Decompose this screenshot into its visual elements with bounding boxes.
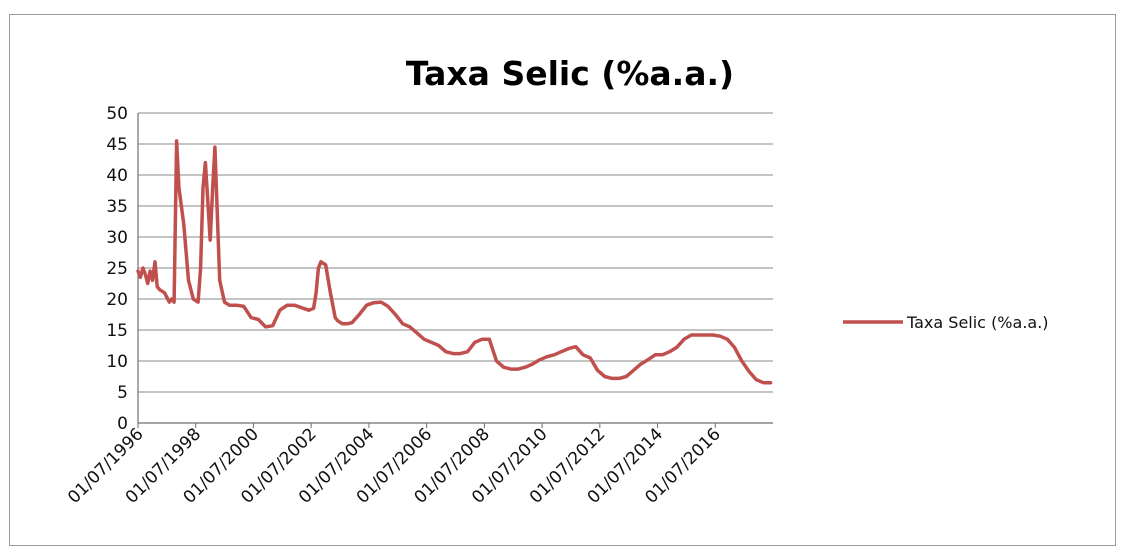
legend: Taxa Selic (%a.a.)	[843, 313, 1049, 332]
y-tick-label: 15	[106, 321, 128, 341]
series-lines	[136, 139, 773, 385]
x-axis-tick-labels: 01/07/199601/07/199801/07/200001/07/2002…	[64, 424, 725, 507]
y-tick-label: 25	[106, 259, 128, 279]
gridlines	[138, 112, 773, 393]
legend-label: Taxa Selic (%a.a.)	[906, 313, 1049, 332]
y-tick-label: 30	[106, 228, 128, 248]
y-tick-label: 20	[106, 290, 128, 310]
y-axis-tick-labels: 0 5 10 15 20 25 30 35 40 45 50	[106, 104, 128, 434]
x-axis	[137, 113, 773, 428]
y-tick-label: 50	[106, 104, 128, 124]
chart-frame: Taxa Selic (%a.a.) 0 5 10 15 20 25 30 35 40 45 50 …	[9, 14, 1116, 546]
chart-title: Taxa Selic (%a.a.)	[406, 54, 734, 93]
y-tick-label: 10	[106, 352, 128, 372]
chart-svg: Taxa Selic (%a.a.) 05101520253035404550 …	[64, 54, 1049, 508]
y-tick-label: 45	[106, 135, 128, 155]
y-tick-label: 5	[117, 383, 128, 403]
y-tick-label: 0	[117, 414, 128, 434]
series-line	[136, 139, 773, 385]
y-tick-label: 35	[106, 197, 128, 217]
y-tick-label: 40	[106, 166, 128, 186]
